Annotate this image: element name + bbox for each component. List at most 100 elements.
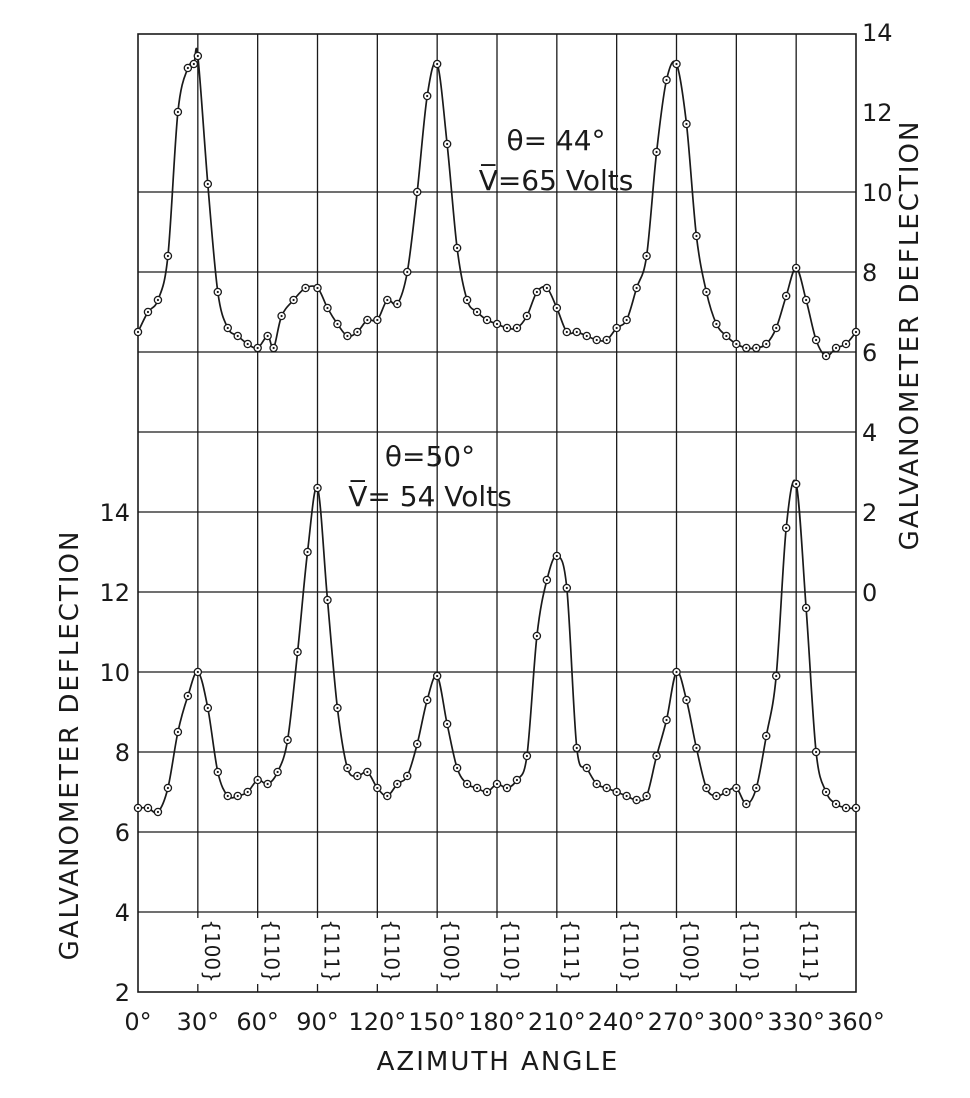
data-point [851, 803, 861, 813]
data-point [343, 763, 352, 773]
x-tick-label: 210° [528, 1008, 586, 1036]
data-point [811, 335, 821, 345]
data-point [762, 731, 771, 741]
data-point [692, 231, 701, 241]
right-y-tick-label: 12 [862, 99, 893, 127]
data-point [841, 339, 851, 349]
data-point [353, 771, 362, 781]
data-point [163, 251, 173, 261]
data-point [532, 287, 542, 297]
data-point [702, 783, 711, 793]
data-point [542, 575, 552, 585]
data-point [223, 323, 232, 333]
data-point [301, 283, 310, 293]
plane-label: {110} [499, 919, 523, 983]
data-point [771, 323, 781, 333]
data-point [313, 483, 322, 493]
data-point [153, 295, 163, 305]
data-point [133, 803, 143, 813]
data-point [442, 139, 452, 149]
data-point [452, 763, 462, 773]
x-tick-label: 360° [827, 1008, 885, 1036]
data-point [269, 343, 278, 353]
left-y-tick-label: 6 [115, 819, 130, 847]
data-point [333, 319, 342, 329]
data-point [263, 331, 272, 341]
data-point [801, 295, 811, 305]
data-point [562, 327, 572, 337]
x-tick-label: 270° [648, 1008, 706, 1036]
data-point [422, 695, 432, 705]
data-point [323, 303, 332, 313]
data-point [752, 783, 761, 793]
left-axis-label: GALVANOMETER DEFLECTION [55, 530, 85, 961]
data-point [492, 319, 502, 329]
right-y-tick-label: 2 [862, 499, 877, 527]
data-point [851, 327, 861, 337]
data-point [213, 287, 223, 297]
data-point [632, 795, 641, 805]
data-point [472, 783, 482, 793]
data-point [522, 311, 532, 321]
data-point [343, 331, 352, 341]
data-point [821, 351, 831, 361]
data-point [153, 807, 163, 817]
data-point [193, 667, 203, 677]
axis-ticks: 0° 30° 60° 90° 120° 150° 180° 210° 240° 270° 300° 3… [99, 19, 892, 1036]
right-y-tick-label: 6 [862, 339, 877, 367]
left-y-tick-label: 8 [115, 739, 130, 767]
data-series [133, 47, 861, 817]
data-point [572, 743, 582, 753]
data-point [253, 775, 262, 785]
x-tick-label: 90° [296, 1008, 339, 1036]
data-point [393, 779, 402, 789]
data-point [612, 787, 621, 797]
data-point [811, 747, 821, 757]
data-point [642, 791, 651, 801]
data-point [732, 783, 741, 793]
data-point [353, 327, 362, 337]
lower-series-theta-label: θ=50° [385, 440, 475, 473]
data-point [189, 59, 199, 69]
data-point [712, 319, 721, 329]
data-point [173, 107, 183, 117]
data-point [412, 187, 422, 197]
data-point [402, 267, 412, 277]
data-point [173, 727, 183, 737]
data-point [821, 787, 831, 797]
data-point [532, 631, 542, 641]
data-point [482, 315, 492, 325]
data-point [702, 287, 711, 297]
data-point [323, 595, 332, 605]
data-point [502, 323, 512, 333]
data-point [313, 283, 322, 293]
data-point [791, 263, 801, 273]
right-y-tick-label: 14 [862, 19, 893, 47]
data-point [402, 771, 412, 781]
data-point [612, 323, 621, 333]
x-tick-label: 180° [468, 1008, 526, 1036]
plane-label: {110} [379, 919, 403, 983]
data-point [263, 779, 272, 789]
data-point [712, 791, 721, 801]
data-point [432, 59, 442, 69]
data-point [293, 647, 302, 657]
data-point [502, 783, 512, 793]
data-point [273, 767, 282, 777]
left-y-tick-label: 2 [115, 979, 130, 1007]
lower-series-voltage-label: V̅= 54 Volts [348, 479, 512, 513]
right-axis-label: GALVANOMETER DEFLECTION [895, 120, 925, 551]
data-point [373, 315, 382, 325]
data-point [562, 583, 572, 593]
data-point [383, 791, 392, 801]
data-point [582, 763, 592, 773]
data-point [143, 803, 153, 813]
data-point [801, 603, 811, 613]
right-y-tick-label: 10 [862, 179, 893, 207]
data-point [841, 803, 851, 813]
data-point [363, 767, 372, 777]
x-tick-label: 150° [408, 1008, 466, 1036]
data-point [373, 783, 382, 793]
data-point [672, 59, 681, 69]
